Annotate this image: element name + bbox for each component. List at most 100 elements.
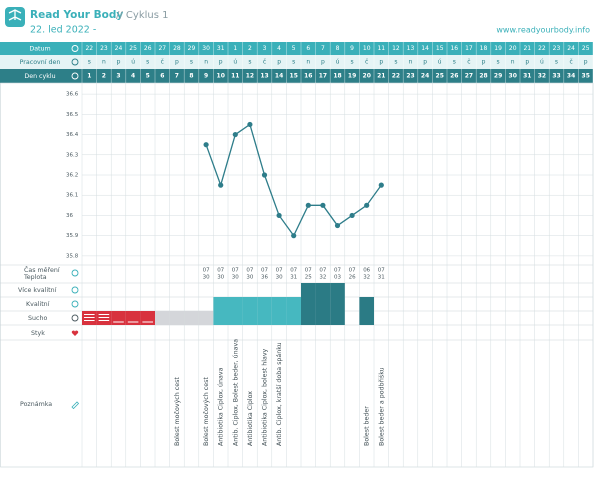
weekday-label: s xyxy=(394,59,397,66)
weekday-label: p xyxy=(482,59,486,66)
mucus-cell xyxy=(169,311,185,325)
temperature-point xyxy=(218,182,224,188)
mucus-cell xyxy=(242,297,258,325)
date-label: 9 xyxy=(350,45,354,52)
weekday-label: p xyxy=(379,59,383,66)
time-hour: 07 xyxy=(217,268,224,274)
row-label: Poznámka xyxy=(20,400,52,408)
row-label: Sucho xyxy=(28,315,47,322)
weekday-label: s xyxy=(497,59,500,66)
temperature-point xyxy=(276,212,282,219)
date-label: 20 xyxy=(509,45,517,52)
date-label: 18 xyxy=(480,45,488,52)
cycle-day-label: 24 xyxy=(421,73,429,80)
temperature-point xyxy=(232,131,238,138)
row-icon xyxy=(71,314,79,322)
cycle-day-label: 35 xyxy=(582,73,590,80)
y-tick-label: 36.3 xyxy=(66,152,79,158)
time-minute: 30 xyxy=(246,275,253,281)
cycle-day-label: 25 xyxy=(436,73,444,80)
temperature-point xyxy=(320,202,326,208)
temperature-line xyxy=(205,123,382,237)
cycle-day-label: 15 xyxy=(290,73,298,80)
y-tick-label: 35.8 xyxy=(66,253,79,259)
cycle-day-label: 1 xyxy=(87,73,91,80)
weekday-label: ú xyxy=(131,59,135,66)
time-minute: 32 xyxy=(363,275,370,281)
date-row xyxy=(0,42,593,55)
time-minute: 30 xyxy=(203,275,210,281)
url: www.readyourbody.info xyxy=(496,26,590,35)
cycle-day-label: 18 xyxy=(333,73,341,80)
note: Bolest močových cest xyxy=(173,377,181,446)
cycle-day-label: 22 xyxy=(392,73,400,80)
temperature-point xyxy=(378,182,384,188)
date-label: 5 xyxy=(292,45,296,52)
row-icon xyxy=(71,72,79,80)
date-label: 2 xyxy=(248,45,252,52)
cycle-day-label: 31 xyxy=(523,73,531,80)
date-label: 8 xyxy=(336,45,340,52)
cycle-day-label: 26 xyxy=(450,73,458,80)
date-label: 26 xyxy=(144,45,152,52)
weekday-label: č xyxy=(263,59,266,66)
note: Bolest beder a podbřišku xyxy=(377,367,385,446)
y-tick-label: 36 xyxy=(66,213,73,219)
mucus-cell xyxy=(271,297,287,325)
temperature-point xyxy=(291,233,297,239)
cycle-day-label: 14 xyxy=(275,73,283,80)
date-label: 6 xyxy=(306,45,310,52)
weekday-label: p xyxy=(525,59,529,66)
row-icon xyxy=(71,300,79,308)
time-hour: 07 xyxy=(319,268,326,274)
weekday-label: s xyxy=(292,59,295,66)
date-label: 22 xyxy=(85,45,93,52)
time-minute: 32 xyxy=(319,275,326,281)
temperature-point xyxy=(261,172,268,178)
mucus-cell xyxy=(228,297,243,325)
date-label: 12 xyxy=(392,45,400,52)
weekday-label: p xyxy=(117,59,121,66)
mucus-cell xyxy=(125,311,141,325)
temperature-point xyxy=(203,142,209,148)
time-hour: 07 xyxy=(246,268,253,274)
date-label: 19 xyxy=(494,45,502,52)
date-label: 23 xyxy=(100,45,108,52)
temperature-point xyxy=(305,202,311,208)
y-tick-label: 36.1 xyxy=(66,193,78,199)
note: Bolest beder xyxy=(364,406,371,446)
cycle-day-label: 12 xyxy=(246,73,254,80)
time-hour: 07 xyxy=(276,268,283,274)
weekday-label: p xyxy=(277,59,281,66)
weekday-label: č xyxy=(569,59,572,66)
note: Antibiotika Ciplox, bolest hlavy xyxy=(262,348,269,446)
mucus-cell xyxy=(213,297,228,325)
cycle-day-label: 28 xyxy=(479,73,487,80)
cycle-day-label: 32 xyxy=(538,73,546,80)
cycle-day-label: 27 xyxy=(465,73,473,80)
time-hour: 07 xyxy=(378,268,385,274)
pencil-icon xyxy=(71,401,80,410)
weekday-label: n xyxy=(511,59,515,66)
weekday-label: n xyxy=(102,59,106,66)
row-icon xyxy=(71,286,79,294)
time-hour: 07 xyxy=(261,268,268,274)
date-label: 31 xyxy=(217,45,225,52)
cycle-day-label: 10 xyxy=(217,73,225,80)
cycle-date: 22. led 2022 - xyxy=(30,25,96,36)
cycle-day-label: 3 xyxy=(116,73,120,80)
cycle-day-label: 30 xyxy=(509,73,517,80)
cycle-day-label: 23 xyxy=(406,73,414,80)
weekday-label: ú xyxy=(438,59,442,66)
cycle-day-label: 9 xyxy=(204,73,208,80)
note: Bolest močových cest xyxy=(202,377,210,446)
weekday-label: ú xyxy=(540,59,544,66)
weekday-label: p xyxy=(321,59,325,66)
row-icon xyxy=(71,58,79,66)
row-label: Styk xyxy=(31,330,45,337)
mucus-cell xyxy=(315,283,331,325)
cycle-day-label: 16 xyxy=(304,73,312,80)
time-minute: 26 xyxy=(349,275,356,281)
weekday-label: p xyxy=(584,59,588,66)
